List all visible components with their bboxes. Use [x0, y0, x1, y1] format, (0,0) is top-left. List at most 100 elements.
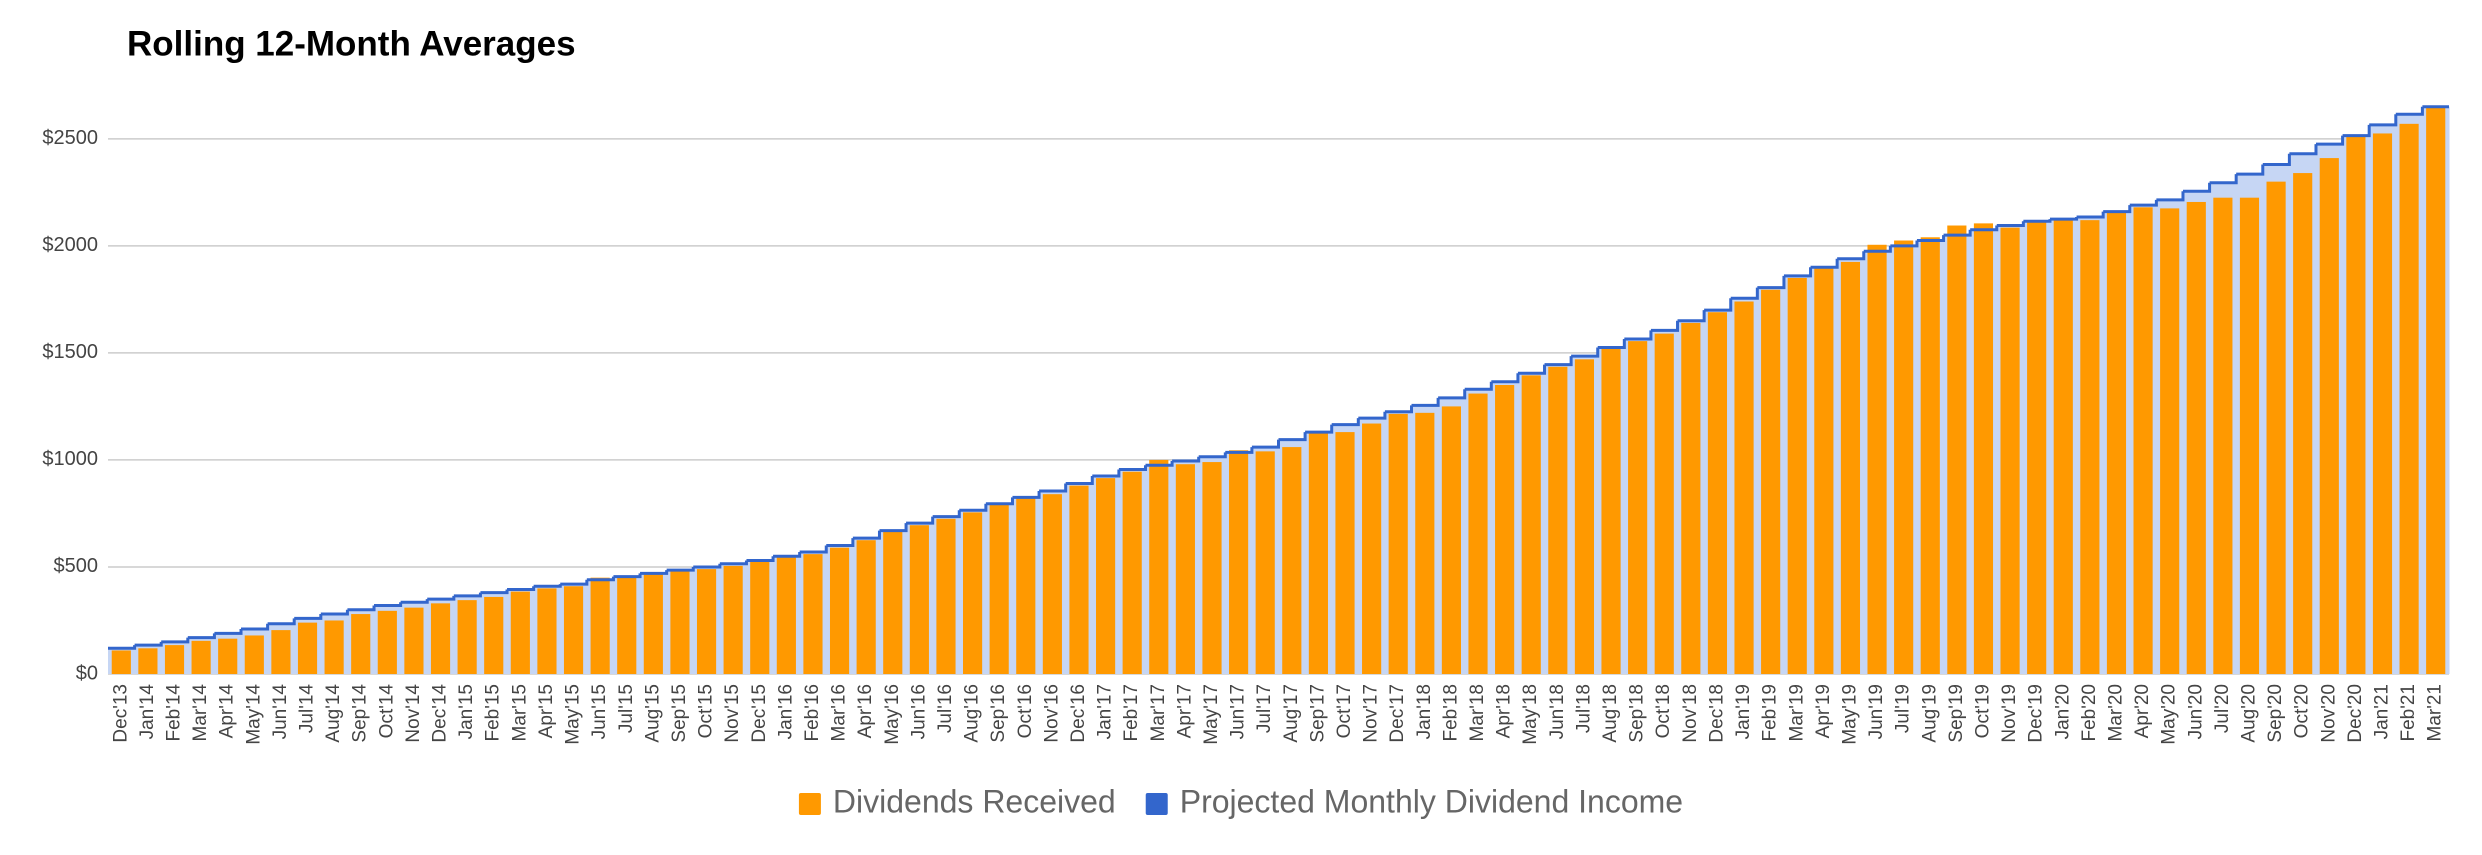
x-tick-label: Dec'20: [2345, 684, 2366, 743]
projected-step: [1251, 439, 1280, 449]
x-tick-label: Mar'15: [509, 684, 530, 741]
projected-step: [693, 563, 722, 569]
projected-step: [959, 503, 988, 512]
bar: [1468, 393, 1488, 674]
bar: [484, 596, 504, 674]
projected-step: [852, 530, 881, 540]
projected-step: [533, 584, 562, 588]
projected-step: [560, 579, 589, 586]
x-tick-label: Nov'19: [1999, 684, 2020, 743]
bar: [1521, 375, 1541, 674]
projected-step: [906, 516, 935, 525]
projected-step: [1278, 432, 1307, 442]
x-tick-label: Dec'13: [110, 684, 131, 743]
x-tick-label: Apr'15: [536, 684, 557, 738]
x-tick-label: Oct'16: [1015, 684, 1036, 738]
x-tick-label: Oct'17: [1334, 684, 1355, 738]
x-tick-label: Feb'21: [2398, 684, 2419, 742]
bar: [1787, 277, 1807, 674]
x-tick-label: Jul'16: [935, 684, 956, 733]
x-tick-label: Sep'19: [1946, 684, 1967, 743]
x-tick-label: Feb'20: [2079, 684, 2100, 742]
projected-step: [2156, 191, 2185, 202]
x-tick-label: Nov'16: [1041, 684, 1062, 743]
bar: [909, 525, 929, 674]
y-tick-label: $1000: [42, 448, 98, 470]
x-tick-label: May'14: [243, 684, 264, 745]
projected-step: [1810, 258, 1839, 269]
x-tick-label: Mar'18: [1467, 684, 1488, 741]
x-tick-label: Dec'14: [430, 684, 451, 743]
x-tick-label: Jun'17: [1228, 684, 1249, 739]
x-tick-label: Nov'18: [1680, 684, 1701, 743]
bar: [1920, 237, 1940, 675]
projected-step: [1837, 251, 1866, 261]
projected-step: [2395, 106, 2424, 116]
x-tick-label: Mar'16: [829, 684, 850, 741]
projected-step: [586, 576, 615, 582]
projected-step: [2315, 135, 2345, 146]
x-tick-label: Jan'16: [775, 684, 796, 739]
x-tick-label: Jun'15: [589, 684, 610, 739]
bar: [2160, 208, 2180, 674]
x-tick-label: Dec'16: [1068, 684, 1089, 743]
y-tick-label: $500: [54, 555, 99, 577]
bar: [510, 591, 530, 674]
bar: [2266, 181, 2286, 674]
bar: [803, 554, 823, 674]
projected-step: [1145, 460, 1174, 467]
bar: [1175, 464, 1195, 674]
projected-step: [1491, 373, 1520, 384]
projected-step: [1225, 447, 1254, 454]
bar: [1149, 459, 1169, 674]
bar: [537, 588, 557, 674]
projected-step: [613, 573, 642, 579]
projected-step: [1305, 424, 1334, 434]
projected-step: [1517, 364, 1547, 375]
bar: [643, 574, 663, 674]
x-tick-label: Jul'15: [616, 684, 637, 733]
x-tick-label: Jan'15: [456, 684, 477, 739]
projected-step: [427, 595, 456, 601]
x-tick-label: Oct'19: [1972, 684, 1993, 738]
projected-step: [1996, 221, 2025, 228]
projected-step: [2262, 153, 2291, 167]
x-tick-label: Jun'19: [1866, 684, 1887, 739]
x-tick-label: Mar'14: [190, 684, 211, 742]
x-tick-label: Oct'20: [2292, 684, 2313, 738]
x-tick-label: Feb'15: [483, 684, 504, 742]
x-tick-label: Jun'18: [1547, 684, 1568, 739]
bar: [936, 518, 956, 674]
projected-step: [2076, 211, 2105, 219]
x-tick-label: Dec'18: [1706, 684, 1727, 743]
projected-step: [985, 497, 1014, 506]
bar: [696, 569, 717, 674]
projected-step: [719, 560, 748, 566]
projected-step: [1730, 287, 1759, 300]
projected-step: [453, 592, 482, 598]
projected-step: [2209, 174, 2238, 185]
projected-step: [2103, 205, 2132, 214]
bar: [457, 600, 477, 674]
bar: [1947, 225, 1967, 674]
x-tick-label: Sep'14: [350, 684, 371, 743]
x-tick-label: Dec'19: [2026, 684, 2047, 743]
projected-step: [1384, 405, 1414, 414]
projected-step: [2023, 219, 2052, 223]
projected-step: [108, 645, 137, 650]
projected-step: [347, 605, 376, 612]
bar: [1415, 412, 1435, 674]
bar: [590, 577, 610, 674]
chart-title: Rolling 12-Month Averages: [127, 24, 576, 63]
projected-step: [1198, 452, 1227, 459]
x-tick-label: Jul'17: [1254, 684, 1275, 733]
bar: [1814, 268, 1834, 674]
legend-label: Projected Monthly Dividend Income: [1180, 783, 1683, 819]
bar: [856, 540, 876, 674]
projected-step: [1890, 240, 1919, 248]
bar: [2399, 123, 2419, 674]
projected-step: [187, 633, 216, 640]
projected-step: [1438, 389, 1467, 400]
